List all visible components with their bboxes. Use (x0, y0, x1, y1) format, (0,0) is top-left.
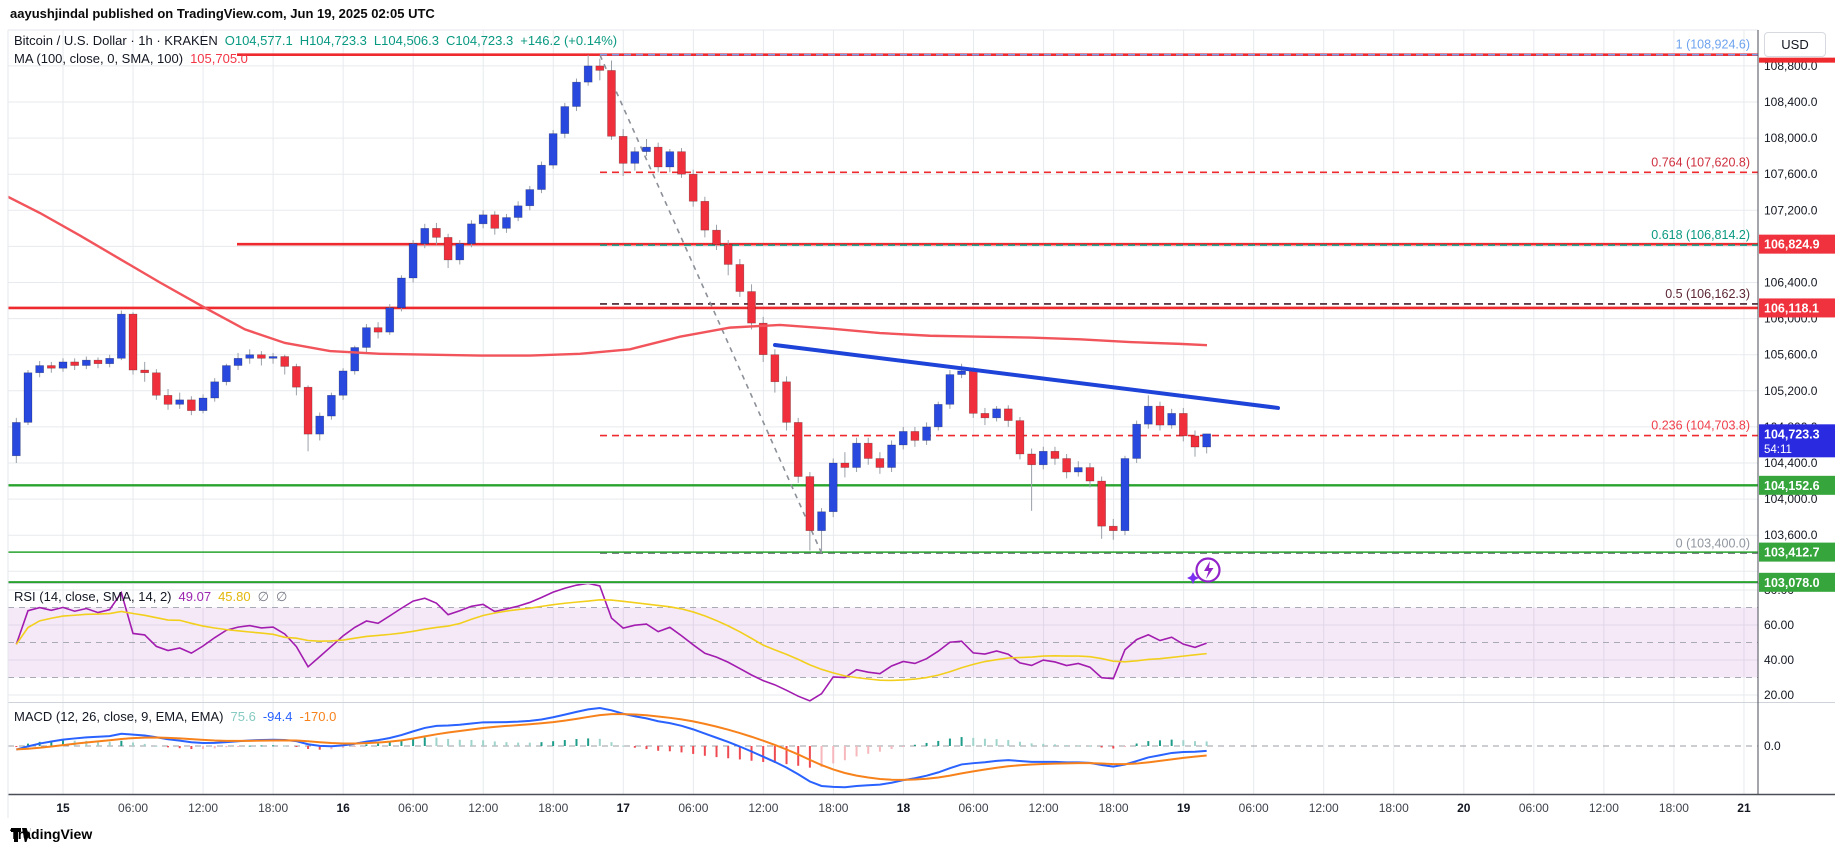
gray-trendline[interactable] (599, 54, 823, 555)
axis-level-marker (1759, 57, 1835, 63)
rsi-line (15, 582, 1207, 702)
fib-level-label: 0 (103,400.0) (1676, 536, 1750, 550)
time-axis-label: 20 (1457, 801, 1471, 815)
macd-label[interactable]: MACD (12, 26, close, 9, EMA, EMA) (14, 709, 224, 724)
price-marker (1759, 572, 1835, 592)
countdown-text: 54:11 (1764, 444, 1792, 456)
macd-signal-value: -170.0 (299, 709, 337, 724)
price-marker-text: 103,078.0 (1764, 576, 1820, 590)
time-axis-label: 06:00 (398, 801, 428, 815)
ohlc-low: L104,506.3 (373, 33, 439, 48)
symbol-title[interactable]: Bitcoin / U.S. Dollar · 1h · KRAKEN (14, 33, 218, 48)
time-axis-label: 18:00 (818, 801, 848, 815)
price-axis-label: 103,600.0 (1764, 528, 1818, 542)
price-axis-label: 105,200.0 (1764, 384, 1818, 398)
macd-line (16, 706, 1207, 789)
macd-axis-label: 0.0 (1764, 739, 1781, 753)
time-axis-label: 18:00 (1099, 801, 1129, 815)
price-axis[interactable] (1758, 30, 1835, 794)
price-marker (1759, 298, 1835, 318)
price-marker-text: 104,723.3 (1764, 427, 1820, 441)
fib-level-label: 0.618 (106,814.2) (1651, 228, 1750, 242)
time-axis-label: 06:00 (678, 801, 708, 815)
time-axis-label: 12:00 (1029, 801, 1059, 815)
ma-value: 105,705.0 (190, 51, 248, 66)
time-axis-label: 18:00 (1379, 801, 1409, 815)
rsi-legend[interactable]: RSI (14, close, SMA, 14, 2) 49.07 45.80 … (14, 589, 287, 605)
fib-level-label: 1 (108,924.6) (1676, 38, 1750, 52)
time-axis-label: 15 (56, 801, 70, 815)
rsi-value: 49.07 (178, 589, 212, 604)
time-axis-label: 12:00 (748, 801, 778, 815)
time-axis[interactable] (8, 795, 1758, 819)
price-axis-label: 104,000.0 (1764, 492, 1818, 506)
price-axis-label: 108,000.0 (1764, 131, 1818, 145)
fib-level-label: 0.5 (106,162.3) (1665, 287, 1750, 301)
tradingview-logo[interactable]: TradingView (10, 826, 92, 842)
price-axis-label: 104,400.0 (1764, 456, 1818, 470)
time-axis-label: 18:00 (538, 801, 568, 815)
rsi-axis-label: 20.00 (1764, 688, 1794, 702)
time-axis-label: 18:00 (1659, 801, 1689, 815)
time-axis-label: 06:00 (959, 801, 989, 815)
fib-level-label: 0.236 (104,703.8) (1651, 419, 1750, 433)
tradingview-logo-icon (11, 828, 31, 842)
rsi-axis-label: 40.00 (1764, 653, 1794, 667)
price-marker (1759, 424, 1835, 458)
macd-legend[interactable]: MACD (12, 26, close, 9, EMA, EMA) 75.6 -… (14, 709, 336, 724)
time-axis-label: 06:00 (1519, 801, 1549, 815)
price-marker-text: 104,152.6 (1764, 479, 1820, 493)
time-axis-label: 06:00 (1239, 801, 1269, 815)
price-marker-text: 103,412.7 (1764, 546, 1820, 560)
price-axis-label: 105,600.0 (1764, 348, 1818, 362)
rsi-band-lower: ∅ (275, 589, 288, 604)
time-axis-label: 18:00 (258, 801, 288, 815)
rsi-sma-value: 45.80 (218, 589, 251, 604)
time-axis-label: 18 (897, 801, 911, 815)
macd-hist-value: 75.6 (230, 709, 256, 724)
fib-level-label: 0.764 (107,620.8) (1651, 155, 1750, 169)
macd-line-value: -94.4 (262, 709, 293, 724)
time-axis-label: 06:00 (118, 801, 148, 815)
time-axis-label: 12:00 (1589, 801, 1619, 815)
tradingview-logo-text: TradingView (10, 826, 93, 842)
time-axis-label: 12:00 (188, 801, 218, 815)
price-axis-label: 106,400.0 (1764, 276, 1818, 290)
price-marker (1759, 542, 1835, 562)
price-axis-label: 107,600.0 (1764, 167, 1818, 181)
time-axis-label: 12:00 (1309, 801, 1339, 815)
change-value: +146.2 (+0.14%) (520, 33, 618, 48)
publish-header: aayushjindal published on TradingView.co… (10, 6, 435, 21)
rsi-sma-line (15, 599, 1207, 682)
ma-legend[interactable]: MA (100, close, 0, SMA, 100) 105,705.0 (14, 51, 248, 66)
time-axis-label: 17 (617, 801, 631, 815)
rsi-label[interactable]: RSI (14, close, SMA, 14, 2) (14, 589, 172, 604)
price-marker-text: 106,824.9 (1764, 238, 1820, 252)
ohlc-open: O104,577.1 (224, 33, 293, 48)
ohlc-high: H104,723.3 (299, 33, 367, 48)
price-marker-text: 106,118.1 (1764, 301, 1819, 315)
time-axis-label: 12:00 (468, 801, 498, 815)
macd-signal-line (16, 713, 1207, 781)
symbol-legend[interactable]: Bitcoin / U.S. Dollar · 1h · KRAKEN O104… (14, 33, 617, 48)
rsi-axis-label: 60.00 (1764, 618, 1794, 632)
blue-trendline[interactable] (773, 342, 1280, 410)
candlestick-series (12, 55, 1211, 552)
price-marker (1759, 234, 1835, 254)
rsi-band-upper: ∅ (257, 589, 269, 604)
lightning-icon[interactable] (1187, 557, 1221, 585)
time-axis-label: 19 (1177, 801, 1191, 815)
ohlc-close: C104,723.3 (446, 33, 514, 48)
ma-label[interactable]: MA (100, close, 0, SMA, 100) (14, 51, 184, 66)
currency-button[interactable]: USD (1764, 32, 1826, 57)
price-marker (1759, 475, 1835, 495)
price-axis-label: 108,400.0 (1764, 95, 1818, 109)
price-axis-label: 107,200.0 (1764, 203, 1818, 217)
time-axis-label: 21 (1737, 801, 1751, 815)
ma-100-line[interactable] (7, 195, 1208, 357)
time-axis-label: 16 (336, 801, 350, 815)
